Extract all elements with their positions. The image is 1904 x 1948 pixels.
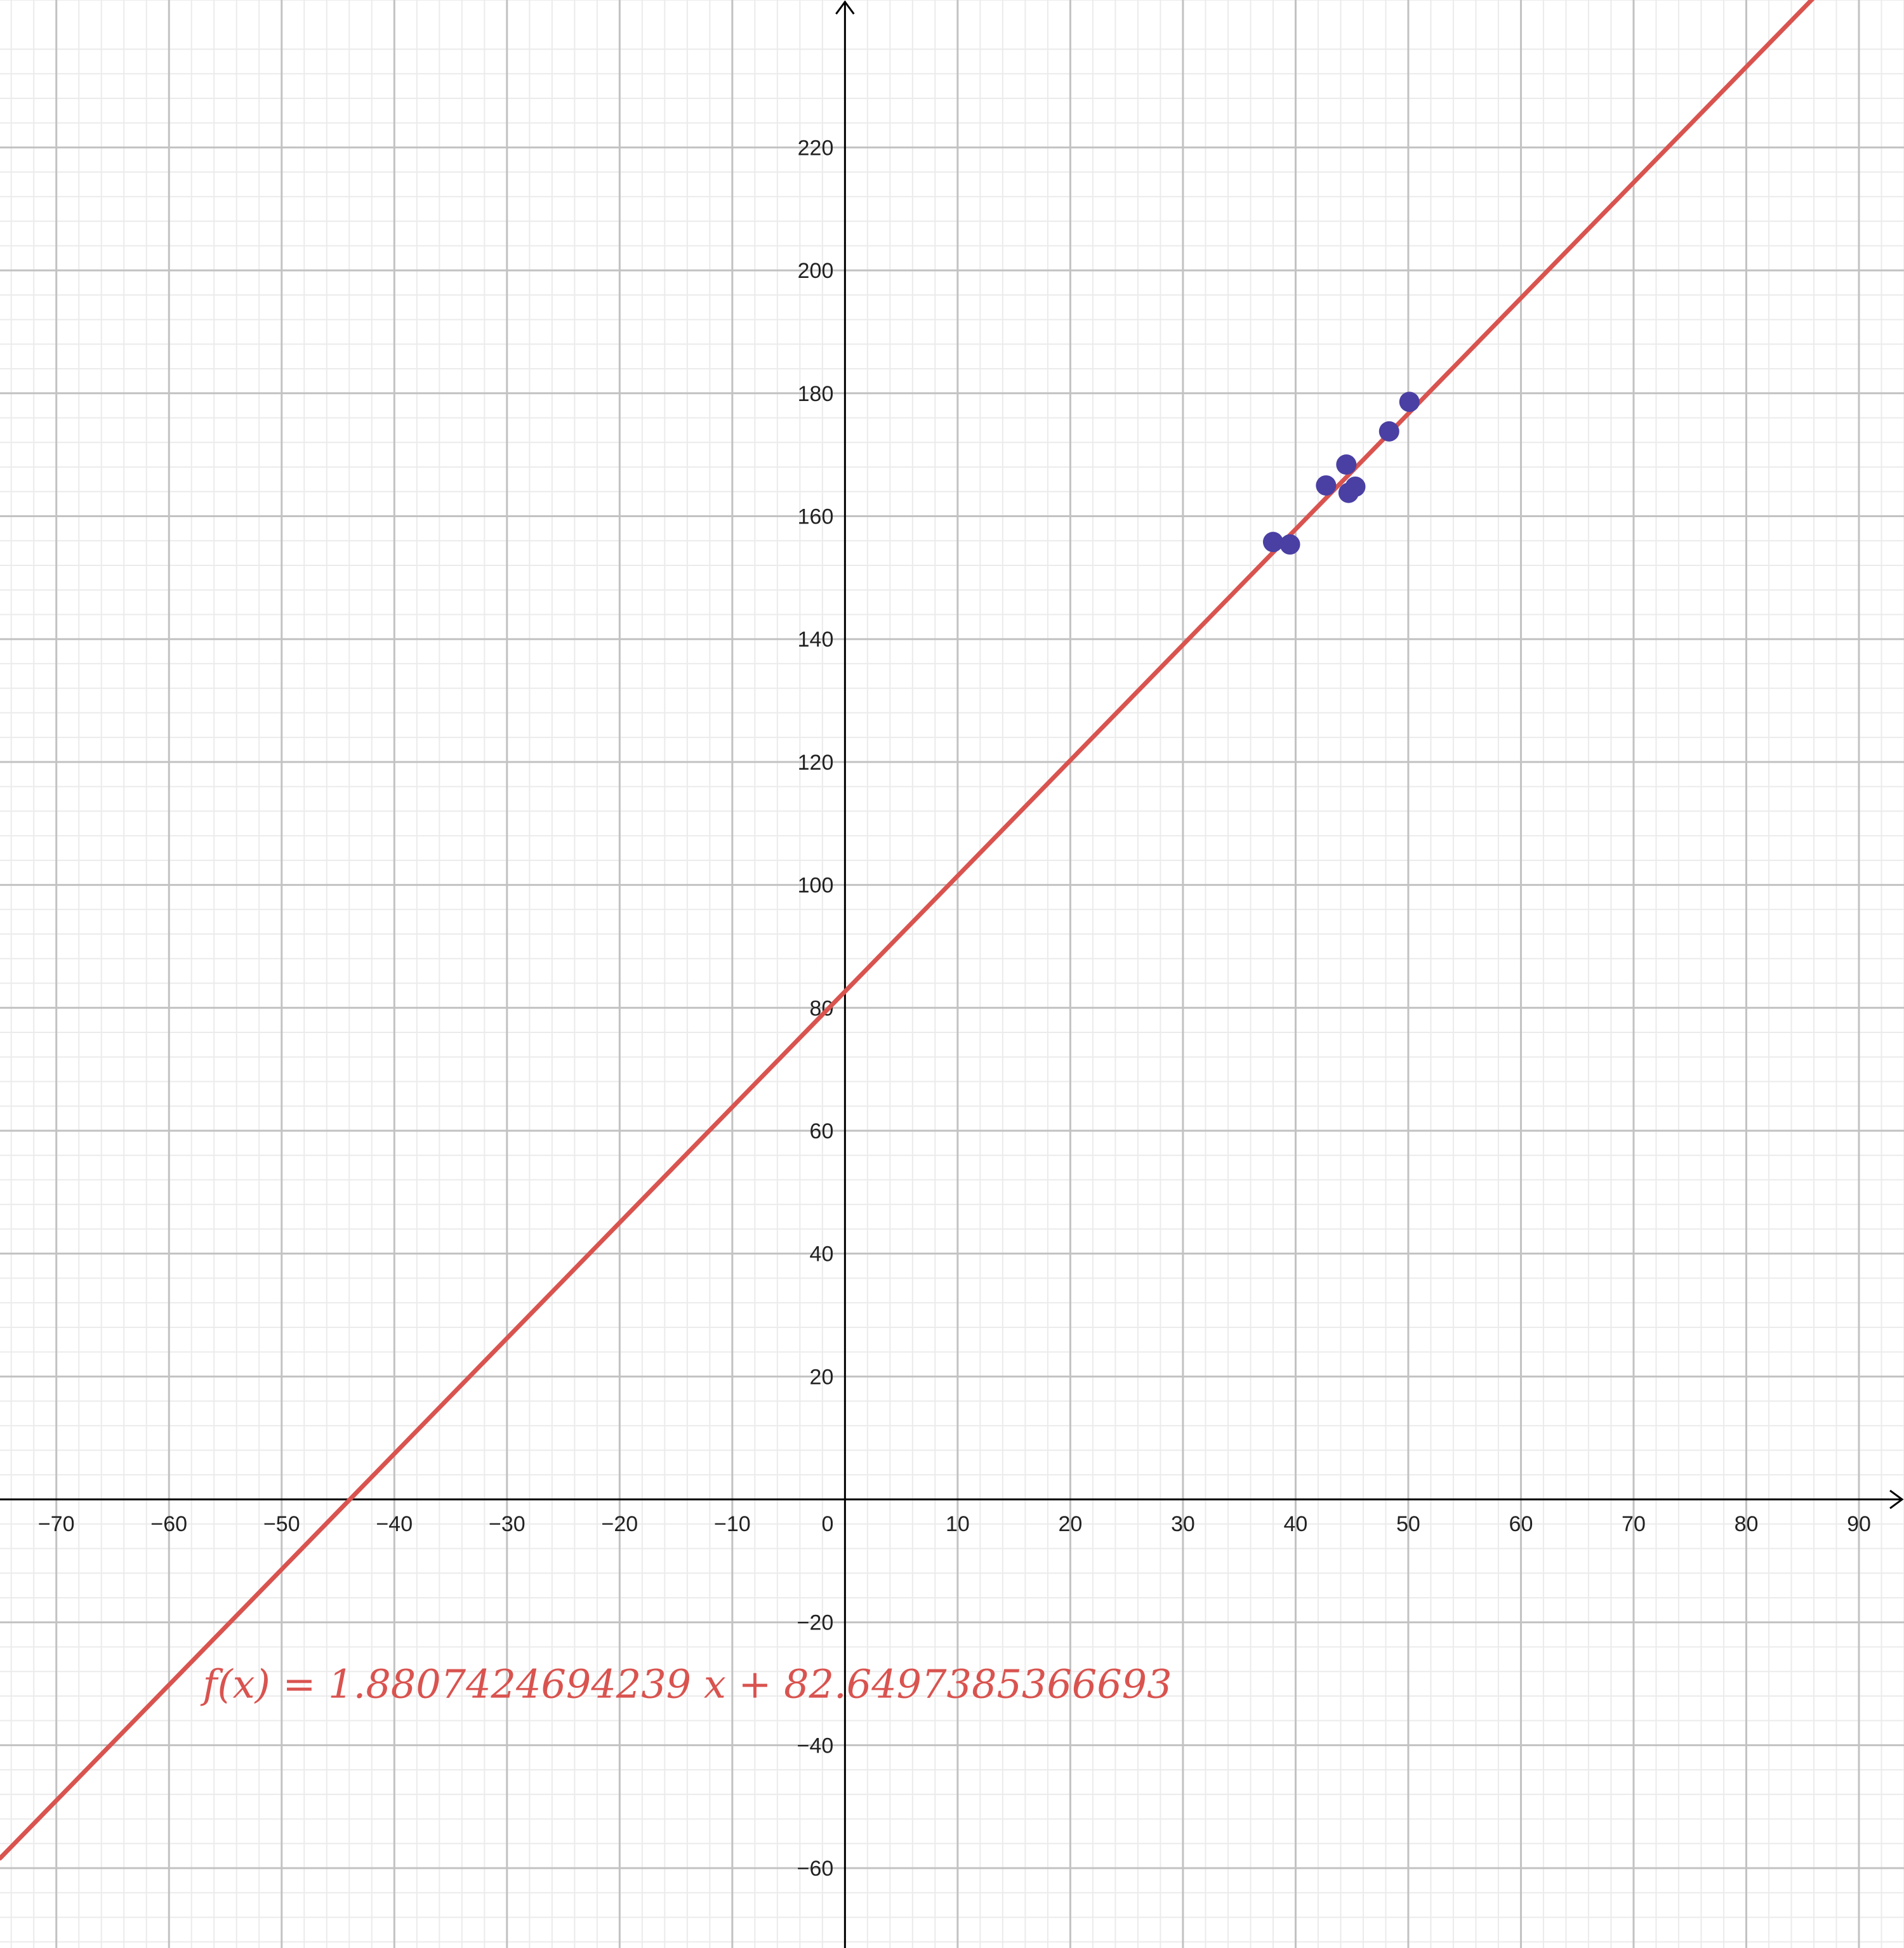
x-tick-label: 0 [821,1512,833,1536]
x-tick-label: 40 [1284,1512,1308,1536]
y-tick-label: 40 [810,1242,834,1267]
x-tick-label: 60 [1509,1512,1533,1536]
y-tick-label: 180 [798,382,834,406]
y-tick-label: 20 [810,1365,834,1389]
x-tick-label: 20 [1058,1512,1082,1536]
x-tick-label: 70 [1622,1512,1646,1536]
data-points [1262,392,1420,555]
tick-labels: −70 −60 −50 −40 −30 −20 −10 0 10 20 30 40 50 60 70 80 90… [38,136,1871,1881]
data-point [1316,475,1337,496]
x-tick-label: −30 [489,1512,526,1536]
x-tick-label: 30 [1171,1512,1195,1536]
y-tick-label: 160 [798,505,834,529]
x-tick-label: 90 [1847,1512,1871,1536]
x-tick-label: −10 [714,1512,751,1536]
data-point [1336,454,1357,475]
x-tick-label: 50 [1396,1512,1420,1536]
data-point [1345,477,1366,497]
x-tick-label: −20 [601,1512,638,1536]
y-tick-label: −60 [797,1857,834,1881]
equation-label: f(x) = 1.8807424694239 x + 82.6497385366… [201,1661,1172,1708]
data-point [1378,421,1399,442]
y-tick-label: 200 [798,259,834,283]
x-tick-label: −50 [263,1512,300,1536]
x-tick-label: 80 [1735,1512,1759,1536]
regression-line-path [0,0,1815,1861]
data-point [1399,392,1420,412]
y-tick-label: 220 [798,136,834,160]
equation-label-group: f(x) = 1.8807424694239 x + 82.6497385366… [201,1661,1172,1708]
y-tick-label: 100 [798,874,834,898]
y-tick-label: 140 [798,628,834,652]
x-axis-arrow [1889,1489,1904,1510]
data-point [1279,534,1300,555]
y-tick-label: 120 [798,751,834,775]
y-tick-label: 60 [810,1119,834,1143]
x-tick-label: −60 [150,1512,187,1536]
y-tick-label: −20 [797,1611,834,1635]
data-point [1262,532,1283,553]
x-tick-label: 10 [946,1512,970,1536]
regression-line [0,0,1815,1861]
y-axis-arrow [835,0,855,15]
y-tick-label: −40 [797,1734,834,1758]
x-tick-label: −70 [38,1512,75,1536]
x-tick-label: −40 [376,1512,413,1536]
